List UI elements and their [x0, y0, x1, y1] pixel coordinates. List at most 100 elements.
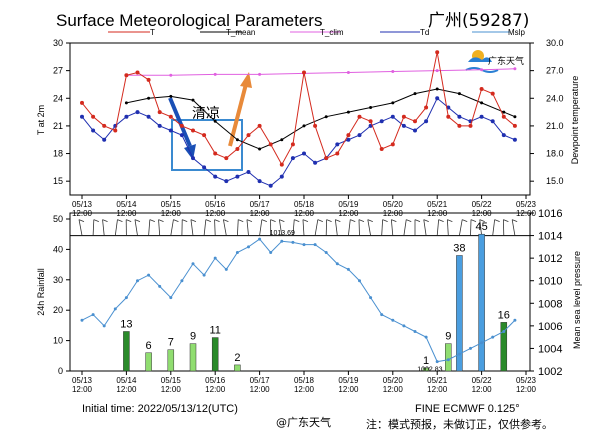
series-mslp-point [302, 243, 306, 247]
wind-barb [334, 219, 338, 236]
disclaimer-note: 注：模式预报，未做订正，仅供参考。 [366, 417, 553, 431]
wind-barb-flag [494, 219, 500, 222]
series-td-point [91, 128, 96, 133]
wind-barb-flag [414, 219, 421, 222]
wind-barb [446, 219, 449, 236]
series-mslp-point [435, 360, 439, 364]
rain-bar-label: 7 [168, 337, 174, 349]
series-t-clim-point [513, 67, 517, 71]
x-tick-label-time: 12:00 [72, 385, 93, 394]
x-tick-label-time: 12:00 [205, 209, 226, 218]
series-t-point [213, 151, 218, 156]
wind-barb [381, 219, 384, 236]
series-t-point [91, 114, 96, 119]
pressure-tick-label: 1010 [538, 276, 562, 288]
x-tick-label-date: 05/13 [72, 376, 93, 385]
series-td-point [213, 174, 218, 179]
series-mslp-point [180, 279, 184, 283]
x-tick-label-date: 05/21 [427, 376, 448, 385]
x-tick-label-time: 12:00 [383, 209, 404, 218]
series-t-clim-point [258, 72, 262, 76]
wind-barb-flag [190, 219, 197, 222]
legend-td: Td [420, 28, 429, 37]
series-t-point [124, 73, 129, 78]
series-t-mean-point [213, 119, 217, 123]
pressure-tick-label: 1002 [538, 366, 562, 378]
series-mslp-point [102, 324, 106, 328]
x-tick-label-date: 05/18 [294, 200, 315, 209]
wind-barb [492, 219, 496, 236]
wind-barb-flag [367, 219, 373, 222]
wind-barb [292, 219, 295, 236]
rain-bar [422, 367, 430, 372]
x-tick-label-time: 12:00 [250, 209, 271, 218]
series-mslp-point [158, 284, 162, 288]
series-t-mean-point [502, 110, 506, 114]
series-td-point [224, 179, 229, 184]
series-t-mean-point [147, 96, 151, 100]
wind-barb-flag [406, 219, 412, 222]
series-t-point [246, 133, 251, 138]
guangdong-weather-logo: 广东天气 [465, 50, 524, 73]
series-t-mean-point [235, 138, 239, 142]
series-t-mean-point [346, 110, 350, 114]
x-tick-label-date: 05/23 [516, 376, 537, 385]
series-t-mean-point [258, 147, 262, 151]
wind-barb [190, 219, 194, 236]
wind-barb [203, 219, 207, 236]
series-t-point [268, 142, 273, 147]
series-mslp-point [346, 267, 350, 271]
wind-barb-flag [512, 219, 518, 222]
wind-barb-flag [246, 219, 253, 222]
y-tick-label-right: 21.0 [546, 121, 564, 131]
wind-barb [259, 219, 263, 236]
series-td-point [379, 119, 384, 124]
wind-barb-flag [462, 219, 468, 222]
y-tick-label-left: 30 [53, 38, 63, 48]
x-tick-label-date: 05/23 [516, 200, 537, 209]
wind-barb [470, 219, 472, 236]
pressure-tick-label: 1016 [538, 208, 562, 220]
series-mslp-point [291, 240, 295, 244]
series-t-point [202, 133, 207, 138]
series-t-point [157, 110, 162, 115]
wind-barb [459, 219, 463, 236]
wind-barb-flag [173, 219, 179, 222]
wind-barb [479, 219, 482, 236]
wind-barb-flag [182, 219, 188, 222]
series-mslp-point [369, 296, 373, 300]
wind-barb-flag [335, 219, 341, 222]
rain-tick-label: 30 [53, 275, 63, 285]
series-t-clim-point [169, 73, 173, 77]
series-t-point [290, 142, 295, 147]
series-td-point [80, 114, 84, 119]
x-tick-label-time: 12:00 [294, 385, 315, 394]
series-t-point [302, 70, 306, 75]
series-td-point [246, 169, 251, 174]
wind-barb [92, 219, 95, 236]
series-t-clim-point [435, 69, 439, 73]
series-t-mean-point [369, 105, 373, 109]
series-t-point [313, 123, 318, 128]
series-mslp-point [147, 273, 151, 277]
legend: T T_mean T_clim Td Mslp [108, 28, 525, 37]
y-tick-label-right: 30.0 [546, 38, 564, 48]
wind-barb-flag [503, 219, 509, 222]
series-t-point [146, 77, 151, 82]
series-t-point [512, 123, 517, 128]
y-axis-title-right: Dewpoint temperature [570, 76, 580, 165]
pressure-tick-label: 1014 [538, 231, 562, 243]
y-axis-title-left: T at 2m [36, 105, 46, 135]
series-mslp-point [91, 313, 95, 317]
x-tick-label-time: 12:00 [516, 209, 537, 218]
wind-barb [302, 219, 305, 236]
y-tick-label-left: 24 [53, 93, 63, 103]
mslp-max-label: 1013.69 [270, 230, 295, 237]
series-mslp-point [269, 251, 273, 254]
x-tick-label-time: 12:00 [205, 385, 226, 394]
chart-marks: 05/1312:0005/1312:0005/1412:0005/1412:00… [53, 38, 564, 394]
series-mslp-point [191, 262, 195, 266]
y-tick-label-right: 15.0 [546, 176, 564, 186]
x-tick-label-date: 05/19 [338, 200, 359, 209]
x-tick-label-date: 05/16 [205, 376, 226, 385]
